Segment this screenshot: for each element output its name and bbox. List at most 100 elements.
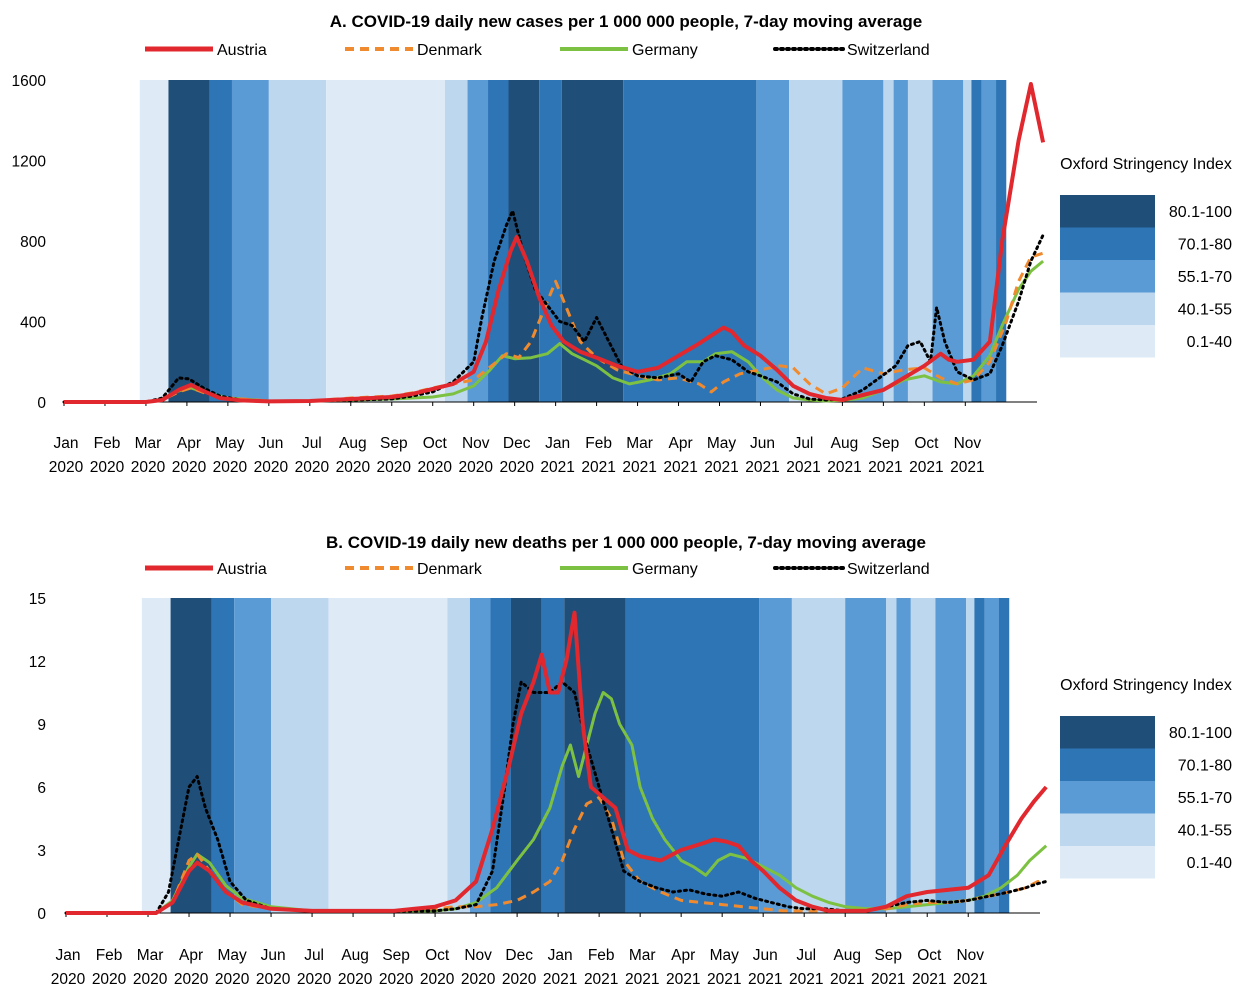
stringency-band bbox=[234, 598, 272, 913]
stringency-band bbox=[984, 598, 999, 913]
stringency-band bbox=[974, 598, 985, 913]
x-tick-year: 2021 bbox=[830, 971, 864, 987]
x-tick-month: Apr bbox=[671, 947, 695, 964]
legend-label-denmark: Denmark bbox=[417, 561, 483, 578]
x-tick-month: Dec bbox=[505, 947, 533, 964]
x-tick-month: May bbox=[215, 435, 245, 452]
x-tick-year: 2020 bbox=[295, 459, 330, 476]
stringency-legend-swatch bbox=[1060, 227, 1155, 260]
x-tick-month: Nov bbox=[464, 947, 492, 964]
stringency-legend-swatch bbox=[1060, 716, 1155, 749]
stringency-legend-swatch bbox=[1060, 846, 1155, 879]
x-tick-month: May bbox=[707, 435, 737, 452]
x-tick-month: Jun bbox=[750, 435, 775, 452]
x-tick-month: Aug bbox=[831, 435, 859, 452]
x-tick-month: Sep bbox=[380, 435, 408, 452]
stringency-band bbox=[209, 80, 232, 402]
x-tick-year: 2021 bbox=[789, 971, 823, 987]
stringency-band bbox=[231, 80, 269, 402]
x-tick-month: Oct bbox=[917, 947, 942, 964]
x-tick-year: 2020 bbox=[131, 459, 166, 476]
stringency-legend-label: 40.1-55 bbox=[1178, 302, 1232, 319]
x-tick-year: 2020 bbox=[458, 459, 493, 476]
stringency-band bbox=[791, 598, 846, 913]
x-tick-month: Aug bbox=[833, 947, 861, 964]
legend-label-switzerland: Switzerland bbox=[847, 561, 930, 578]
x-tick-year: 2021 bbox=[707, 971, 741, 987]
stringency-band bbox=[328, 598, 448, 913]
stringency-band bbox=[789, 80, 843, 402]
stringency-band bbox=[893, 80, 908, 402]
stringency-band bbox=[326, 80, 446, 402]
x-tick-year: 2020 bbox=[336, 459, 371, 476]
x-tick-year: 2021 bbox=[584, 971, 618, 987]
stringency-band bbox=[139, 80, 169, 402]
stringency-band bbox=[510, 598, 542, 913]
x-tick-month: Oct bbox=[914, 435, 939, 452]
panel-deaths: B. COVID-19 daily new deaths per 1 000 0… bbox=[29, 533, 1232, 987]
x-tick-year: 2020 bbox=[377, 459, 412, 476]
x-tick-year: 2021 bbox=[581, 459, 615, 476]
legend-label-denmark: Denmark bbox=[417, 42, 483, 59]
stringency-legend-label: 70.1-80 bbox=[1178, 237, 1232, 254]
stringency-band bbox=[907, 80, 933, 402]
x-tick-year: 2020 bbox=[215, 971, 250, 987]
stringency-legend-swatch bbox=[1060, 195, 1155, 228]
y-tick-label: 3 bbox=[37, 843, 46, 860]
stringency-band bbox=[966, 598, 975, 913]
stringency-legend-swatch bbox=[1060, 260, 1155, 293]
x-tick-month: Feb bbox=[94, 435, 121, 452]
stringency-band bbox=[141, 598, 171, 913]
stringency-band bbox=[211, 598, 235, 913]
x-tick-month: Jul bbox=[302, 435, 322, 452]
x-tick-month: Jan bbox=[545, 435, 570, 452]
stringency-band bbox=[845, 598, 887, 913]
x-tick-month: Sep bbox=[874, 947, 902, 964]
y-tick-label: 0 bbox=[37, 906, 46, 923]
stringency-band bbox=[488, 80, 509, 402]
x-tick-month: Nov bbox=[954, 435, 982, 452]
x-tick-year: 2021 bbox=[748, 971, 782, 987]
x-tick-year: 2020 bbox=[379, 971, 414, 987]
x-tick-month: Jun bbox=[753, 947, 778, 964]
stringency-band bbox=[932, 80, 964, 402]
x-tick-year: 2020 bbox=[92, 971, 127, 987]
x-tick-year: 2021 bbox=[912, 971, 946, 987]
y-tick-label: 400 bbox=[20, 315, 46, 332]
stringency-band bbox=[539, 80, 562, 402]
x-tick-month: May bbox=[217, 947, 247, 964]
x-tick-year: 2020 bbox=[172, 459, 207, 476]
stringency-band bbox=[910, 598, 936, 913]
x-tick-year: 2020 bbox=[420, 971, 455, 987]
x-tick-month: Mar bbox=[135, 435, 162, 452]
x-tick-year: 2020 bbox=[338, 971, 373, 987]
stringency-legend-swatch bbox=[1060, 748, 1155, 781]
x-tick-year: 2021 bbox=[666, 971, 700, 987]
x-tick-year: 2021 bbox=[704, 459, 738, 476]
x-tick-year: 2020 bbox=[256, 971, 291, 987]
x-tick-year: 2021 bbox=[786, 459, 820, 476]
x-tick-month: Aug bbox=[339, 435, 367, 452]
stringency-legend-title: Oxford Stringency Index bbox=[1060, 677, 1232, 694]
x-tick-month: May bbox=[710, 947, 740, 964]
series-line-austria bbox=[64, 82, 1046, 404]
x-tick-year: 2020 bbox=[213, 459, 248, 476]
x-tick-year: 2021 bbox=[540, 459, 574, 476]
y-tick-label: 1600 bbox=[12, 73, 47, 90]
x-tick-year: 2021 bbox=[950, 459, 984, 476]
legend-label-austria: Austria bbox=[217, 561, 267, 578]
stringency-legend-title: Oxford Stringency Index bbox=[1060, 156, 1232, 173]
x-tick-month: Aug bbox=[341, 947, 369, 964]
stringency-band bbox=[883, 80, 894, 402]
stringency-legend-swatch bbox=[1060, 813, 1155, 846]
stringency-band bbox=[445, 80, 468, 402]
series-line-austria bbox=[66, 610, 1048, 915]
legend-label-switzerland: Switzerland bbox=[847, 42, 930, 59]
stringency-band bbox=[168, 80, 210, 402]
stringency-legend-swatch bbox=[1060, 325, 1155, 358]
stringency-band bbox=[963, 80, 972, 402]
y-tick-label: 15 bbox=[29, 591, 46, 608]
stringency-legend-label: 0.1-40 bbox=[1187, 855, 1232, 872]
x-tick-year: 2020 bbox=[51, 971, 86, 987]
stringency-legend-label: 40.1-55 bbox=[1178, 823, 1232, 840]
